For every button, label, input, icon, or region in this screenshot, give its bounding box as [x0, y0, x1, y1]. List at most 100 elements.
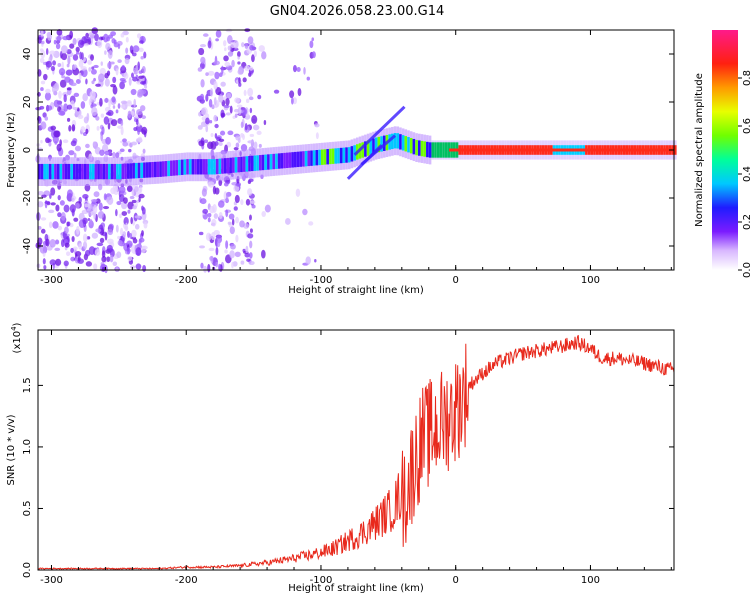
- spectrogram-noise-blob: [200, 198, 207, 205]
- spectrogram-noise-blob: [61, 45, 68, 54]
- spectrogram-noise-blob: [50, 65, 56, 72]
- spectrogram-noise-blob: [132, 76, 138, 82]
- spectrogram-ridge-core: [307, 150, 311, 167]
- spectrogram-ridge-core: [415, 139, 418, 156]
- spectrogram-ridge-core: [436, 142, 440, 158]
- snr-y-tick-label: 0.5: [22, 501, 33, 517]
- spectrogram-noise-blob: [132, 238, 138, 244]
- spectrogram-noise-blob: [210, 133, 214, 138]
- spectrogram-noise-blob: [116, 251, 122, 259]
- spectrogram-noise-blob: [249, 200, 256, 204]
- spectrogram-ridge-core: [377, 136, 381, 153]
- spectrogram-noise-blob: [289, 90, 295, 99]
- spectrogram-noise-blob: [233, 206, 238, 211]
- spectrogram-ridge-core: [420, 140, 424, 157]
- spectrogram-noise-blob: [88, 98, 92, 106]
- spectrogram-noise-blob: [59, 79, 67, 88]
- spectrogram-noise-blob: [53, 39, 57, 45]
- spectrogram-noise-blob: [40, 121, 47, 130]
- spectrogram-noise-blob: [223, 40, 227, 47]
- spectrogram-noise-blob: [218, 211, 223, 219]
- spectrogram-noise-blob: [223, 104, 230, 109]
- spectrogram-ridge-core: [164, 161, 168, 177]
- snr-x-tick-label: 100: [581, 575, 600, 586]
- spectrogram-noise-blob: [103, 116, 110, 125]
- spectrogram-noise-blob: [89, 90, 96, 100]
- spectrogram-noise-blob: [209, 256, 214, 262]
- spectrogram-ridge-core: [434, 142, 437, 158]
- spectrogram-noise-blob: [83, 43, 89, 47]
- spectrogram-noise-blob: [101, 250, 106, 258]
- spectrogram-noise-blob: [249, 252, 253, 259]
- spectrogram-noise-blob: [72, 65, 77, 70]
- spectrogram-noise-blob: [75, 51, 80, 55]
- spectrogram-noise-blob: [43, 265, 47, 270]
- spectrogram-noise-blob: [80, 101, 86, 109]
- spectrogram-noise-blob: [128, 77, 132, 86]
- spectrogram-noise-blob: [85, 261, 93, 267]
- spectrogram-noise-blob: [105, 111, 112, 116]
- spectrogram-noise-blob: [198, 111, 202, 117]
- spectrogram-ridge-core: [178, 159, 181, 176]
- spectrogram-noise-blob: [62, 35, 70, 41]
- spectrogram-noise-blob: [230, 243, 236, 250]
- spectrogram-noise-blob: [107, 34, 114, 39]
- spectrogram-noise-blob: [93, 64, 99, 69]
- spectrogram-noise-blob: [60, 212, 66, 221]
- spectrogram-noise-blob: [40, 217, 47, 221]
- spectrogram-noise-blob: [290, 97, 294, 105]
- spectrogram-noise-blob: [80, 126, 86, 133]
- spectrogram-ridge-core: [64, 163, 68, 180]
- spectrogram-noise-blob: [70, 247, 74, 253]
- spectrogram-noise-blob: [229, 226, 235, 235]
- spectrogram-ridge-core: [108, 163, 111, 180]
- spectrogram-noise-blob: [201, 188, 207, 197]
- spectrogram-noise-blob: [46, 105, 53, 111]
- spectrogram-noise-blob: [207, 40, 212, 49]
- spectrogram-noise-blob: [67, 221, 71, 227]
- spectrogram-noise-blob: [48, 141, 52, 147]
- spectrogram-noise-blob: [218, 263, 221, 272]
- spectrogram-x-tick-label: -300: [40, 275, 63, 286]
- spectrogram-noise-blob: [237, 51, 241, 58]
- spectrogram-y-tick-label: 40: [22, 48, 33, 61]
- spectrogram-ridge-core: [207, 159, 211, 175]
- spectrogram-noise-blob: [120, 33, 125, 38]
- spectrogram-noise-blob: [218, 138, 225, 142]
- spectrogram-noise-blob: [117, 43, 121, 50]
- spectrogram-noise-blob: [244, 65, 250, 71]
- spectrogram-noise-blob: [120, 120, 124, 126]
- spectrogram-noise-blob: [69, 204, 76, 213]
- spectrogram-noise-blob: [243, 89, 247, 97]
- spectrogram-noise-blob: [241, 42, 245, 48]
- spectrogram-noise-blob: [127, 209, 131, 214]
- spectrogram-noise-blob: [42, 112, 47, 118]
- spectrogram-ridge-core: [51, 163, 55, 180]
- spectrogram-noise-blob: [136, 109, 143, 116]
- spectrogram-noise-blob: [244, 43, 249, 49]
- spectrogram-noise-blob: [88, 246, 96, 255]
- spectrogram-noise-blob: [75, 202, 80, 209]
- spectrogram-noise-blob: [120, 104, 126, 109]
- spectrogram-noise-blob: [247, 36, 254, 45]
- spectrogram-noise-blob: [121, 79, 127, 84]
- spectrogram-noise-blob: [50, 125, 57, 131]
- spectrogram-noise-blob: [273, 89, 280, 94]
- spectrogram-noise-blob: [131, 72, 134, 79]
- spectrogram-noise-blob: [249, 44, 255, 51]
- spectrogram-noise-blob: [77, 114, 84, 119]
- spectrogram-noise-blob: [214, 133, 218, 139]
- spectrogram-ridge: [38, 105, 677, 186]
- spectrogram-noise-blob: [66, 87, 72, 91]
- spectrogram-noise-blob: [261, 249, 266, 259]
- snr-x-label: Height of straight line (km): [288, 583, 424, 594]
- spectrogram-ridge-core: [312, 150, 316, 166]
- spectrogram-noise-blob: [123, 217, 129, 226]
- spectrogram-ridge-core: [199, 159, 203, 175]
- spectrogram-noise-blob: [198, 231, 204, 236]
- spectrogram-noise-blob: [240, 121, 244, 129]
- spectrogram-ridge-core: [197, 159, 200, 175]
- spectrogram-ridge-core: [428, 142, 432, 158]
- spectrogram-noise-blob: [55, 43, 61, 50]
- spectrogram-noise-blob: [225, 193, 229, 203]
